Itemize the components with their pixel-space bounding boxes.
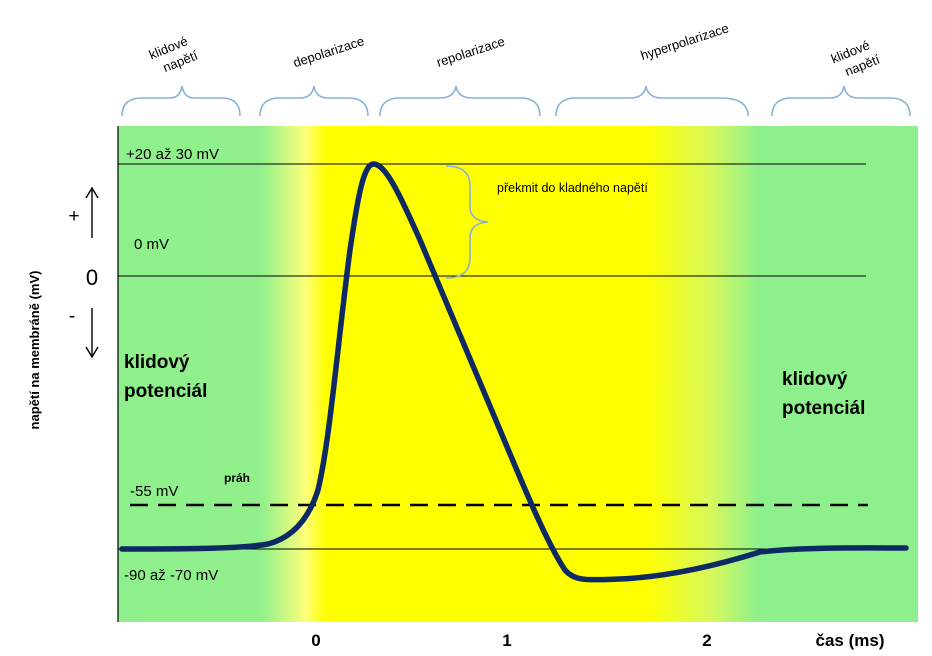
peak-level-label: +20 až 30 mV xyxy=(126,146,219,163)
threshold-tag: práh xyxy=(224,471,250,485)
overshoot-brace xyxy=(445,165,489,279)
action-potential-curve xyxy=(119,161,909,583)
brace-depolarization xyxy=(259,85,369,117)
rest-potential-left-2: potenciál xyxy=(124,381,207,402)
brace-repolarization xyxy=(379,85,541,117)
axis-minus-sign: - xyxy=(69,306,75,327)
phase-label-repolarization: repolarizace xyxy=(435,34,507,70)
time-tick-2: 2 xyxy=(702,631,711,650)
axis-zero-sign: 0 xyxy=(86,265,98,290)
rest-potential-left-1: klidový xyxy=(124,352,190,373)
arrow-up-head xyxy=(85,186,99,199)
threshold-level-label: -55 mV xyxy=(130,483,178,500)
brace-rest-right xyxy=(771,85,911,117)
y-axis-label: napětí na membráně (mV) xyxy=(27,271,42,430)
rest-potential-right-2: potenciál xyxy=(782,398,865,419)
time-axis-label: čas (ms) xyxy=(816,631,885,650)
phase-label-hyperpolarization: hyperpolarizace xyxy=(639,20,731,63)
arrow-down-head xyxy=(85,346,99,359)
axis-plus-sign: + xyxy=(68,206,79,227)
zero-level-label: 0 mV xyxy=(134,236,169,253)
rest-potential-right-1: klidový xyxy=(782,369,848,390)
rest-level-label: -90 až -70 mV xyxy=(124,567,218,584)
plot-background xyxy=(118,126,918,622)
brace-rest-left xyxy=(121,85,241,117)
brace-hyperpolarization xyxy=(555,85,749,117)
time-tick-0: 0 xyxy=(311,631,320,650)
overshoot-note: překmit do kladného napětí xyxy=(497,181,648,195)
phase-label-depolarization: depolarizace xyxy=(291,33,366,70)
time-tick-1: 1 xyxy=(502,631,511,650)
